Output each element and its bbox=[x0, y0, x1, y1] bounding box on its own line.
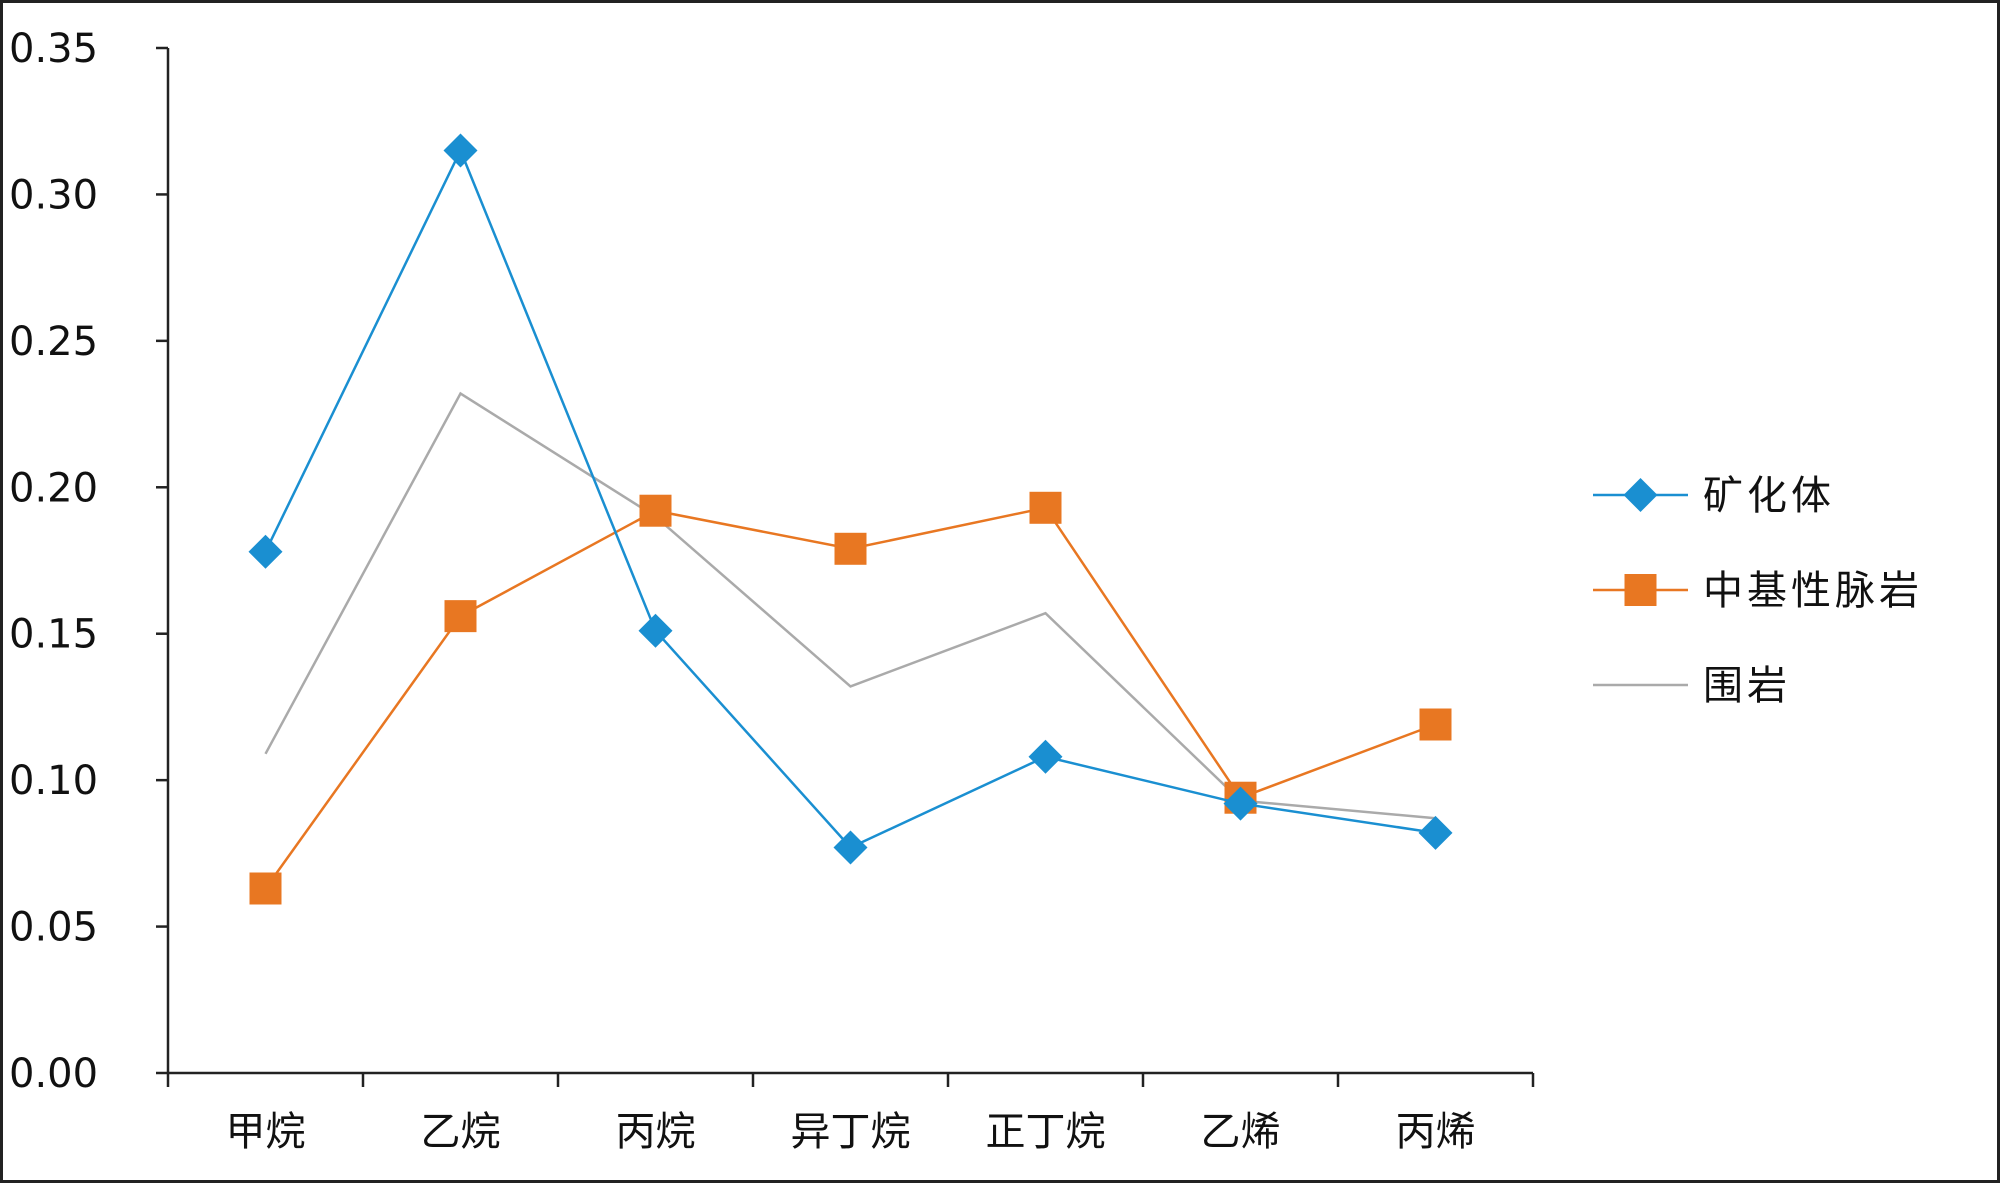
line-chart: 0.00 0.05 0.10 0.15 0.20 0.25 0.30 0.35 甲烷 乙烷 丙烷 异丁… bbox=[9, 26, 1923, 1155]
x-category-label: 乙烷 bbox=[421, 1109, 501, 1155]
data-point bbox=[638, 613, 673, 648]
series-line bbox=[264, 391, 1436, 820]
legend-label: 围岩 bbox=[1703, 663, 1791, 709]
x-category-label: 丙烯 bbox=[1396, 1109, 1476, 1155]
data-point bbox=[443, 133, 478, 168]
data-point bbox=[834, 532, 867, 565]
series-layer bbox=[248, 133, 1453, 905]
legend-label: 矿化体 bbox=[1703, 473, 1835, 519]
data-point bbox=[444, 600, 477, 633]
y-tick-label: 0.00 bbox=[9, 1051, 98, 1097]
legend-marker bbox=[1623, 478, 1658, 512]
y-tick-label: 0.25 bbox=[9, 319, 98, 365]
y-tick-label: 0.30 bbox=[9, 172, 98, 218]
data-point bbox=[1418, 815, 1453, 850]
y-tick-label: 0.35 bbox=[9, 26, 98, 72]
data-point bbox=[249, 872, 282, 905]
y-tick-label: 0.20 bbox=[9, 465, 98, 511]
x-category-label: 丙烷 bbox=[616, 1109, 696, 1155]
data-point bbox=[1029, 491, 1062, 524]
axes: 0.00 0.05 0.10 0.15 0.20 0.25 0.30 0.35 甲烷 乙烷 丙烷 异丁… bbox=[9, 26, 1535, 1155]
data-point bbox=[1419, 708, 1452, 741]
y-tick-label: 0.10 bbox=[9, 758, 98, 804]
data-point bbox=[1223, 786, 1258, 821]
x-category-label: 异丁烷 bbox=[791, 1109, 911, 1155]
x-category-label: 正丁烷 bbox=[986, 1109, 1106, 1155]
x-category-label: 甲烷 bbox=[226, 1109, 306, 1155]
data-point bbox=[1028, 739, 1063, 774]
legend-marker bbox=[1624, 574, 1657, 606]
legend-label: 中基性脉岩 bbox=[1703, 568, 1923, 614]
data-point bbox=[639, 494, 672, 527]
x-category-label: 乙烯 bbox=[1201, 1109, 1281, 1155]
series-line bbox=[264, 147, 1436, 850]
data-point bbox=[833, 830, 868, 865]
y-tick-label: 0.15 bbox=[9, 612, 98, 658]
data-point bbox=[248, 534, 283, 569]
y-tick-label: 0.05 bbox=[9, 905, 98, 951]
